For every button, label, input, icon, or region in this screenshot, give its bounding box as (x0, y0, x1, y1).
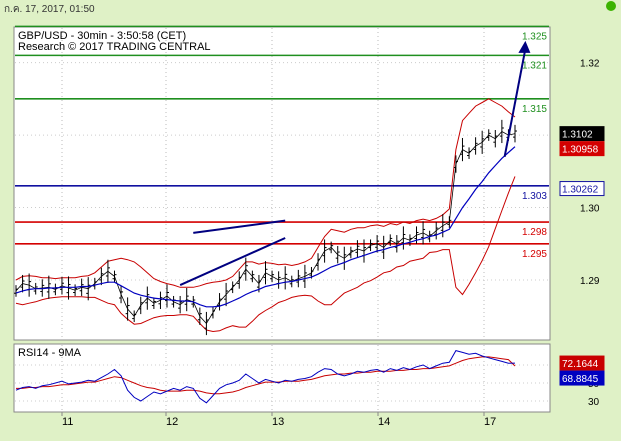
x-tick-label: 13 (272, 416, 284, 428)
x-tick-labels: 11 12 13 14 17 (61, 412, 496, 428)
level-label: 1.298 (522, 227, 547, 238)
price-series (14, 119, 517, 336)
rsi-y-tick-label: 30 (588, 397, 600, 408)
x-tick-label: 17 (484, 416, 496, 428)
forecast-arrow-shaft (503, 48, 527, 158)
price-line (15, 130, 516, 325)
title-bar: ก.ค. 17, 2017, 01:50 (0, 0, 621, 18)
moving-average-line (15, 146, 516, 308)
chart-subtitle: Research © 2017 TRADING CENTRAL (18, 41, 211, 53)
price-tag-box-1 (559, 141, 605, 157)
rsi-tag-label: 72.1644 (562, 359, 599, 370)
rsi-gridlines (15, 345, 549, 411)
y-tick-label: 1.30 (580, 204, 600, 215)
rsi-ma-line (16, 356, 516, 395)
x-tick-label: 11 (62, 416, 73, 428)
price-tag-label: 1.30958 (562, 145, 599, 156)
level-label: 1.325 (522, 31, 547, 42)
y-tick-label: 1.29 (580, 276, 600, 287)
y-tick-labels: 1.321.311.301.29 (580, 59, 600, 287)
forecast-arrow (503, 40, 531, 158)
price-tag-label: 1.30262 (562, 185, 599, 196)
price-tags: 1.3102 1.30958 1.30262 72.1644 68.8845 (559, 126, 605, 386)
rsi-tag-box-0 (559, 355, 605, 371)
chart-title: GBP/USD - 30min - 3:50:58 (CET) (18, 30, 186, 42)
level-label: 1.295 (522, 249, 547, 260)
rsi-series (15, 350, 516, 404)
price-tag-box-0 (559, 126, 605, 142)
level-label: 1.303 (522, 191, 547, 202)
trendline-1 (179, 237, 286, 287)
timestamp: ก.ค. 17, 2017, 01:50 (4, 4, 95, 15)
rsi-tag-label: 68.8845 (562, 374, 599, 385)
price-gridlines (15, 28, 549, 339)
x-tick-label: 14 (378, 416, 390, 428)
rsi-tag-box-1 (559, 370, 605, 386)
price-tag-label: 1.3102 (562, 130, 593, 141)
trendlines (179, 219, 286, 287)
price-tag-box-2 (559, 181, 605, 197)
price-panel (13, 26, 551, 341)
level-label: 1.315 (522, 104, 547, 115)
status-dot-icon (606, 1, 616, 11)
trendline-0 (193, 219, 286, 234)
forecast-arrow-head (518, 40, 531, 53)
y-tick-label: 1.32 (580, 59, 600, 70)
level-label: 1.321 (522, 60, 547, 71)
bollinger-lower (15, 176, 516, 333)
key-levels: 1.325 1.321 1.315 1.303 1.298 1.295 (15, 25, 549, 260)
x-tick-label: 12 (166, 416, 178, 428)
rsi-line (15, 350, 516, 404)
rsi-title: RSI14 - 9MA (18, 347, 82, 359)
